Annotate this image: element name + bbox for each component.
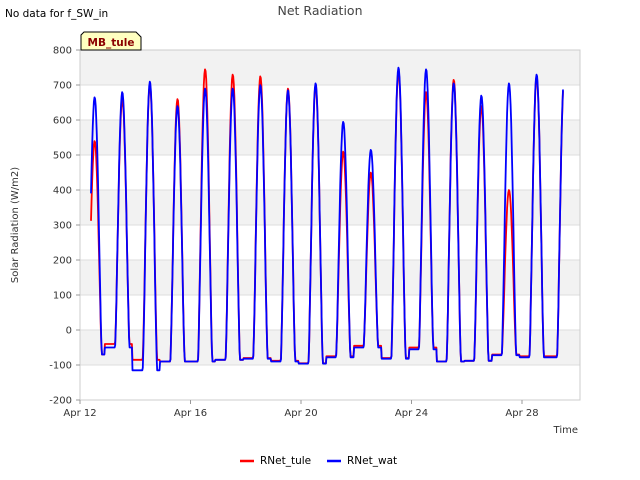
y-axis-title: Solar Radiation (W/m2): [10, 167, 21, 283]
site-badge: MB_tule: [80, 31, 142, 51]
y-tick-label: 400: [53, 186, 72, 197]
plot-band: [80, 295, 580, 330]
plot-band: [80, 330, 580, 365]
legend-label-rnet-tule: RNet_tule: [260, 455, 311, 467]
series-line-rnet-wat: [90, 66, 564, 372]
plot-band: [80, 190, 580, 225]
plot-band: [80, 155, 580, 190]
no-data-note: No data for f_SW_in: [5, 8, 108, 20]
x-tick-label: Apr 16: [174, 408, 207, 419]
y-tick-label: 100: [53, 291, 72, 302]
chart-title: Net Radiation: [278, 3, 363, 18]
x-tick-label: Apr 28: [505, 408, 538, 419]
series-layer: [90, 66, 564, 372]
legend-label-rnet-wat: RNet_wat: [347, 455, 397, 467]
legend: RNet_tule RNet_wat: [240, 455, 397, 467]
plot-band: [80, 85, 580, 120]
x-axis-ticks: Apr 12 Apr 16 Apr 20 Apr 24 Apr 28: [63, 400, 539, 419]
plot-band: [80, 50, 580, 85]
y-tick-label: 800: [53, 46, 72, 57]
site-badge-label: MB_tule: [88, 37, 135, 49]
plot-band: [80, 365, 580, 400]
y-tick-label: 0: [66, 326, 72, 337]
plot-background-bands: [80, 50, 580, 400]
plot-band: [80, 120, 580, 155]
x-tick-label: Apr 12: [63, 408, 96, 419]
y-tick-label: 700: [53, 81, 72, 92]
y-tick-label: -200: [49, 396, 72, 407]
x-axis-title: Time: [553, 425, 578, 436]
y-tick-label: -100: [49, 361, 72, 372]
y-axis-ticks: -200 -100 0 100 200 300 400 500 600 700 800: [49, 46, 80, 407]
y-tick-label: 600: [53, 116, 72, 127]
y-tick-label: 200: [53, 256, 72, 267]
site-badge-box: [80, 31, 142, 51]
y-tick-label: 500: [53, 151, 72, 162]
y-tick-label: 300: [53, 221, 72, 232]
plot-band: [80, 260, 580, 295]
plot-band: [80, 225, 580, 260]
x-tick-label: Apr 24: [395, 408, 428, 419]
x-tick-label: Apr 20: [284, 408, 317, 419]
